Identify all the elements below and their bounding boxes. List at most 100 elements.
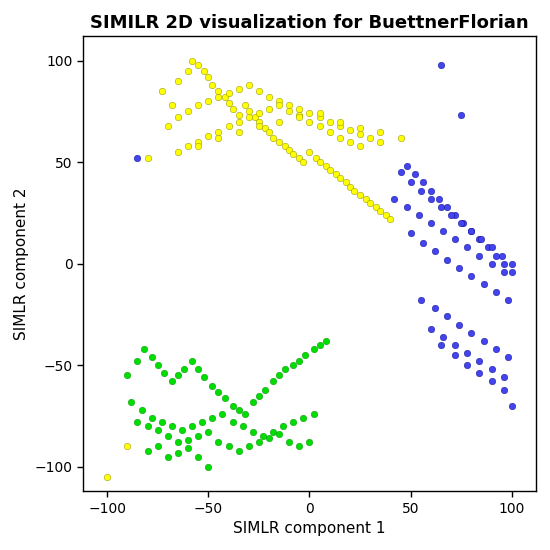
Point [220, 93, 229, 102]
Point [275, 138, 284, 146]
Point [295, 105, 304, 114]
Point [240, 410, 249, 419]
Point [362, 194, 371, 203]
Point [386, 214, 395, 223]
Point [214, 93, 223, 102]
Point [499, 385, 508, 394]
Point [499, 259, 508, 268]
Point [281, 141, 290, 150]
Point [265, 127, 273, 136]
Point [487, 243, 496, 252]
Point [426, 219, 435, 228]
Point [434, 194, 443, 203]
Point [147, 353, 156, 361]
Point [204, 73, 213, 81]
Point [255, 438, 263, 447]
Point [451, 351, 460, 360]
Point [163, 121, 172, 130]
Point [194, 60, 202, 69]
Point [483, 243, 492, 252]
Point [315, 158, 324, 167]
Point [285, 107, 294, 116]
Point [224, 121, 233, 130]
Point [457, 219, 466, 228]
Point [356, 190, 365, 199]
Point [309, 410, 318, 419]
Point [321, 162, 330, 170]
Point [416, 186, 425, 195]
Point [275, 97, 284, 106]
Point [255, 391, 263, 400]
Point [194, 141, 202, 150]
Point [416, 296, 425, 305]
Point [258, 432, 267, 441]
Point [174, 448, 183, 457]
Point [157, 87, 166, 96]
Title: SIMILR 2D visualization for BuettnerFlorian: SIMILR 2D visualization for BuettnerFlor… [90, 14, 529, 32]
Point [153, 442, 162, 451]
Point [437, 202, 446, 211]
Point [240, 101, 249, 109]
Point [447, 211, 455, 219]
Point [345, 182, 354, 191]
Point [305, 117, 314, 126]
Point [147, 414, 156, 422]
Point [467, 227, 476, 235]
Point [457, 111, 466, 120]
Point [285, 438, 294, 447]
Point [419, 178, 427, 187]
Point [160, 369, 168, 378]
Point [224, 99, 233, 108]
Point [305, 109, 314, 118]
Point [426, 186, 435, 195]
Point [174, 76, 183, 85]
Point [479, 337, 488, 345]
Point [255, 87, 263, 96]
Point [139, 345, 148, 354]
Point [184, 436, 192, 445]
Point [275, 371, 284, 380]
Point [325, 166, 334, 175]
Point [204, 97, 213, 106]
Point [475, 251, 484, 260]
Point [180, 365, 189, 373]
Point [228, 105, 237, 114]
Point [350, 186, 359, 195]
Point [356, 129, 365, 138]
Point [325, 117, 334, 126]
Point [406, 178, 415, 187]
Point [477, 235, 486, 244]
Point [194, 365, 202, 373]
Point [396, 133, 405, 142]
Point [503, 353, 512, 361]
Point [475, 235, 484, 244]
Point [443, 312, 452, 321]
Point [214, 87, 223, 96]
Point [188, 357, 196, 366]
Point [184, 141, 192, 150]
Point [443, 255, 452, 264]
Point [200, 373, 208, 382]
Point [299, 414, 308, 422]
Point [275, 117, 284, 126]
Point [214, 387, 223, 396]
Point [194, 138, 202, 146]
Point [137, 405, 146, 414]
Point [285, 146, 294, 155]
Point [163, 452, 172, 461]
Point [345, 125, 354, 134]
Point [143, 153, 152, 162]
Point [376, 127, 384, 136]
Point [396, 168, 405, 177]
Point [295, 357, 304, 366]
Point [188, 422, 196, 431]
Point [295, 442, 304, 451]
Point [299, 158, 308, 167]
Point [419, 239, 427, 248]
Point [315, 113, 324, 122]
Point [491, 251, 500, 260]
Point [426, 324, 435, 333]
Point [503, 296, 512, 305]
Point [336, 121, 344, 130]
Point [315, 109, 324, 118]
